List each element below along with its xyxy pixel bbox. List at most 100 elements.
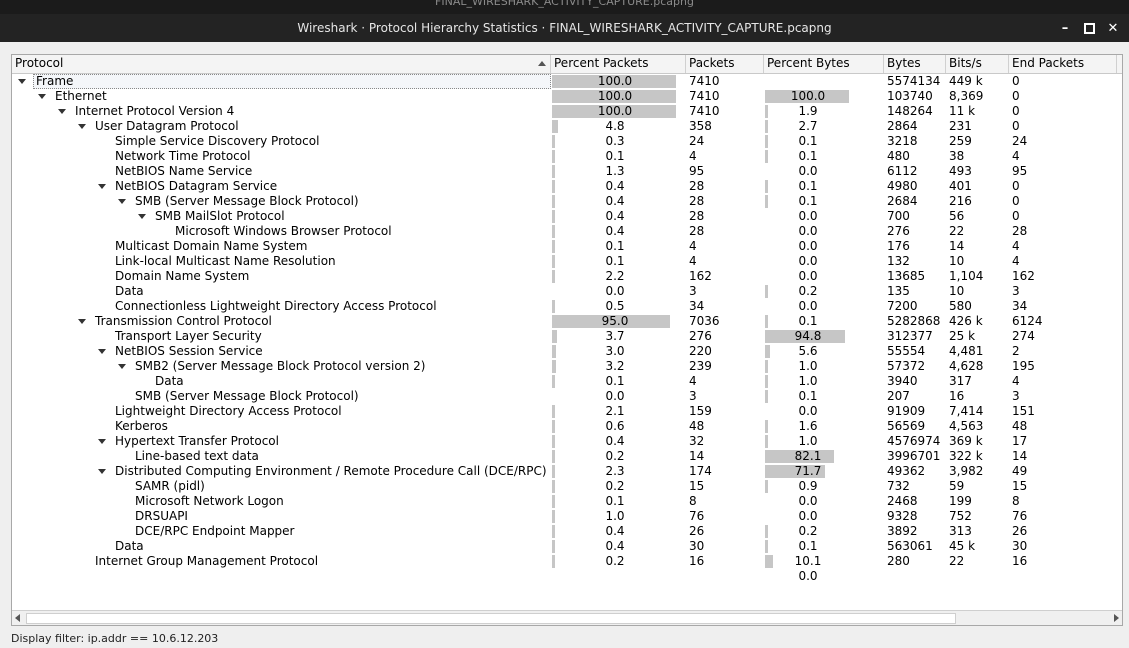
bytes-cell: 135 xyxy=(887,284,910,298)
expand-arrow-icon[interactable] xyxy=(118,364,126,369)
packets-cell: 30 xyxy=(689,539,705,553)
maximize-button[interactable] xyxy=(1077,21,1101,36)
end-packets-cell: 3 xyxy=(1012,389,1020,403)
table-row[interactable]: Lightweight Directory Access Protocol 2.1… xyxy=(12,404,1122,433)
expand-arrow-icon[interactable] xyxy=(38,94,46,99)
table-row[interactable]: SMB MailSlot Protocol 0.4 28 0.0 700 56 0 xyxy=(12,209,1122,238)
packets-cell: 4 xyxy=(689,149,697,163)
protocol-cell: Data xyxy=(12,539,552,554)
table-row[interactable]: Internet Protocol Version 4 100.0 7410 2.7 1… xyxy=(12,104,1122,133)
packets-cell: 32 xyxy=(689,434,705,448)
percent-bytes-cell: 0.0 xyxy=(764,239,852,254)
table-row[interactable]: Domain Name System 2.2 162 0.2 13685 1,104 162 xyxy=(12,269,1122,298)
percent-bytes-cell: 0.0 xyxy=(764,269,852,284)
protocol-name: Transmission Control Protocol xyxy=(95,314,272,328)
bits-per-second-cell: 10 xyxy=(949,284,965,298)
table-row[interactable]: Network Time Protocol 0.1 4 0.0 480 38 4 xyxy=(12,149,1122,178)
col-protocol-header[interactable]: Protocol xyxy=(12,55,551,73)
table-row[interactable]: NetBIOS Datagram Service 0.4 28 0.1 4980 401 0 xyxy=(12,179,1122,208)
protocol-name: NetBIOS Datagram Service xyxy=(115,179,278,193)
table-row[interactable]: Data 0.1 4 0.1 3940 317 4 xyxy=(12,374,1122,403)
table-row[interactable]: Distributed Computing Environment / Remo… xyxy=(12,464,1122,493)
bits-per-second-cell: 11 k xyxy=(949,104,976,118)
table-row[interactable]: Microsoft Windows Browser Protocol 0.4 28 0… xyxy=(12,224,1122,253)
expand-arrow-icon[interactable] xyxy=(58,109,66,114)
bits-per-second-cell: 317 xyxy=(949,374,972,388)
table-row[interactable]: Data 0.0 3 0.0 135 10 3 xyxy=(12,284,1122,313)
end-packets-cell: 0 xyxy=(1012,194,1020,208)
percent-packets-cell: 0.4 xyxy=(551,539,679,554)
window-titlebar[interactable]: Wireshark · Protocol Hierarchy Statistic… xyxy=(0,14,1129,42)
table-row[interactable]: Multicast Domain Name System 0.1 4 0.0 176 14… xyxy=(12,239,1122,268)
expand-arrow-icon[interactable] xyxy=(98,349,106,354)
scroll-right-icon[interactable] xyxy=(1114,614,1119,622)
expand-arrow-icon[interactable] xyxy=(18,79,26,84)
minimize-button[interactable]: – xyxy=(1061,20,1069,36)
col-end-packets-header[interactable]: End Packets xyxy=(1009,55,1117,73)
table-row[interactable]: Ethernet 100.0 7410 1.9 103740 8,369 0 xyxy=(12,89,1122,118)
scrollbar-thumb[interactable] xyxy=(26,613,956,624)
table-row[interactable]: SMB (Server Message Block Protocol) 0.4 28… xyxy=(12,194,1122,223)
bytes-cell: 7200 xyxy=(887,299,918,313)
bits-per-second-cell: 231 xyxy=(949,119,972,133)
packets-cell: 8 xyxy=(689,494,697,508)
col-percent-bytes-header[interactable]: Percent Bytes xyxy=(764,55,884,73)
table-row[interactable]: Connectionless Lightweight Directory Acc… xyxy=(12,299,1122,328)
percent-bytes-cell-bar xyxy=(765,195,768,208)
table-row[interactable]: Data 0.4 30 10.1 563061 45 k 30 xyxy=(12,539,1122,568)
close-button[interactable]: ✕ xyxy=(1107,20,1119,36)
table-row[interactable]: SMB (Server Message Block Protocol) 0.0 3 0… xyxy=(12,389,1122,418)
end-packets-cell: 0 xyxy=(1012,74,1020,88)
percent-bytes-cell: 1.0 xyxy=(764,359,852,374)
percent-bytes-cell-value: 100.0 xyxy=(790,89,826,103)
col-percent-packets-header[interactable]: Percent Packets xyxy=(551,55,686,73)
table-row[interactable]: Line-based text data 0.2 14 71.7 3996701 322 … xyxy=(12,449,1122,478)
table-row[interactable]: Transmission Control Protocol 95.0 7036 94.… xyxy=(12,314,1122,343)
table-row[interactable]: Transport Layer Security 3.7 276 5.6 312377 2… xyxy=(12,329,1122,358)
percent-packets-cell-value: 4.8 xyxy=(605,119,625,133)
bits-per-second-cell: 3,982 xyxy=(949,464,984,478)
table-row[interactable]: Kerberos 0.6 48 1.0 56569 4,563 48 xyxy=(12,419,1122,448)
table-row[interactable]: DCE/RPC Endpoint Mapper 0.4 26 0.1 3892 313 26 xyxy=(12,524,1122,553)
scroll-left-icon[interactable] xyxy=(15,614,20,622)
percent-bytes-cell: 100.0 xyxy=(764,89,852,104)
col-packets-header[interactable]: Packets xyxy=(686,55,764,73)
table-row[interactable]: DRSUAPI 1.0 76 0.2 9328 752 76 xyxy=(12,509,1122,538)
table-row[interactable]: SAMR (pidl) 0.2 15 0.0 732 59 15 xyxy=(12,479,1122,508)
expand-arrow-icon[interactable] xyxy=(98,469,106,474)
col-bytes-header[interactable]: Bytes xyxy=(884,55,946,73)
percent-bytes-cell: 1.0 xyxy=(764,374,852,389)
packets-cell: 34 xyxy=(689,299,705,313)
expand-arrow-icon[interactable] xyxy=(138,214,146,219)
table-row[interactable]: Simple Service Discovery Protocol 0.3 24 0.… xyxy=(12,134,1122,163)
table-row[interactable]: Internet Group Management Protocol 0.2 16 0… xyxy=(12,554,1122,583)
table-row[interactable]: NetBIOS Name Service 1.3 95 0.1 6112 493 95 xyxy=(12,164,1122,193)
expand-arrow-icon[interactable] xyxy=(98,184,106,189)
percent-packets-cell: 0.1 xyxy=(551,374,679,389)
packets-cell: 28 xyxy=(689,194,705,208)
protocol-hierarchy-table[interactable]: Protocol Percent Packets Packets Percent By… xyxy=(11,54,1123,626)
protocol-name: Distributed Computing Environment / Remo… xyxy=(115,464,547,478)
percent-packets-cell: 0.5 xyxy=(551,299,679,314)
table-row[interactable]: SMB2 (Server Message Block Protocol vers… xyxy=(12,359,1122,388)
table-row[interactable]: Microsoft Network Logon 0.1 8 0.0 2468 199 8 xyxy=(12,494,1122,523)
percent-packets-cell-bar xyxy=(552,375,555,388)
horizontal-scrollbar[interactable] xyxy=(12,610,1122,625)
table-row[interactable]: Frame 100.0 7410 100.0 5574134 449 k 0 xyxy=(12,74,1122,103)
col-bits-per-second-header[interactable]: Bits/s xyxy=(946,55,1009,73)
percent-packets-cell-value: 0.2 xyxy=(605,479,625,493)
bits-per-second-cell: 449 k xyxy=(949,74,983,88)
percent-packets-cell: 0.4 xyxy=(551,194,679,209)
expand-arrow-icon[interactable] xyxy=(78,319,86,324)
table-row[interactable]: Link-local Multicast Name Resolution 0.1 4… xyxy=(12,254,1122,283)
table-row[interactable]: Hypertext Transfer Protocol 0.4 32 82.1 4576… xyxy=(12,434,1122,463)
packets-cell: 3 xyxy=(689,284,697,298)
table-row[interactable]: NetBIOS Session Service 3.0 220 1.0 55554 4,4… xyxy=(12,344,1122,373)
expand-arrow-icon[interactable] xyxy=(98,439,106,444)
bits-per-second-cell: 493 xyxy=(949,164,972,178)
protocol-name: NetBIOS Name Service xyxy=(115,164,253,178)
expand-arrow-icon[interactable] xyxy=(78,124,86,129)
bytes-cell: 4980 xyxy=(887,179,918,193)
expand-arrow-icon[interactable] xyxy=(118,199,126,204)
table-row[interactable]: User Datagram Protocol 4.8 358 0.1 2864 231 0 xyxy=(12,119,1122,148)
